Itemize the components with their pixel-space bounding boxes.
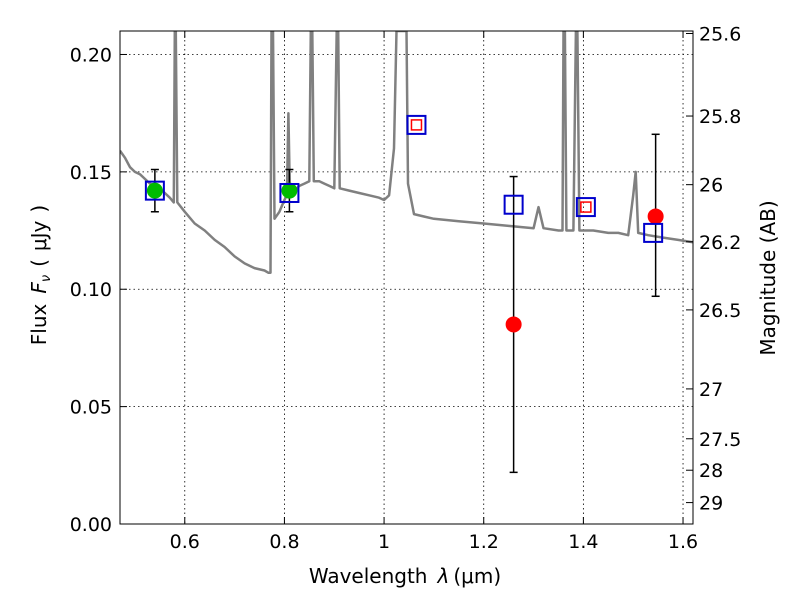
observed-flux-point [647, 208, 664, 225]
y-tick-label: 0.15 [70, 162, 112, 184]
y2-tick-label: 26 [699, 175, 723, 197]
y2-tick-label: 25.8 [699, 106, 741, 128]
model-band-flux-square [575, 197, 596, 218]
model-spectrum-line [120, 31, 693, 275]
y2-tick-label: 25.6 [699, 24, 741, 46]
y2-tick-label: 28 [699, 460, 723, 482]
y-tick-label: 0.10 [70, 279, 112, 301]
x-tick-label: 1.4 [568, 531, 598, 553]
model-band-flux-square [503, 194, 524, 215]
observed-flux-point [146, 182, 163, 199]
model-band-flux-square [279, 182, 300, 203]
model-band-flux-square [406, 114, 427, 135]
y-tick-label: 0.20 [70, 44, 112, 66]
x-tick-label: 0.6 [170, 531, 200, 553]
upper-limit-square [410, 119, 423, 131]
x-axis-label: Wavelength λ (μm) [309, 564, 501, 588]
plot-area [120, 31, 693, 474]
y-axis-label: FluxFν(μJy) [27, 205, 54, 345]
x-tick-label: 1.2 [469, 531, 499, 553]
model-band-flux-square [144, 180, 165, 201]
plot-frame [119, 30, 694, 525]
y2-tick-label: 26.5 [699, 300, 741, 322]
y-tick-label: 0.05 [70, 397, 112, 419]
x-tick-label: 0.8 [269, 531, 299, 553]
y2-tick-label: 26.2 [699, 232, 741, 254]
y-tick-label: 0.00 [70, 514, 112, 536]
observed-flux-point [505, 316, 522, 333]
observed-flux-point [281, 182, 298, 199]
y2-tick-label: 27.5 [699, 429, 741, 451]
x-tick-label: 1 [378, 531, 390, 553]
upper-limit-square [580, 201, 592, 213]
y2-axis-label: Magnitude (AB) [756, 200, 780, 355]
x-tick-label: 1.6 [668, 531, 698, 553]
y2-tick-label: 27 [699, 379, 723, 401]
model-band-flux-square [643, 222, 664, 243]
axis-ticks: 0.6 0.8 1 1.2 1.4 1.6 0.00 0.05 0.10 0.15 0.20 25.6… [70, 24, 742, 553]
y2-tick-label: 29 [699, 493, 723, 515]
